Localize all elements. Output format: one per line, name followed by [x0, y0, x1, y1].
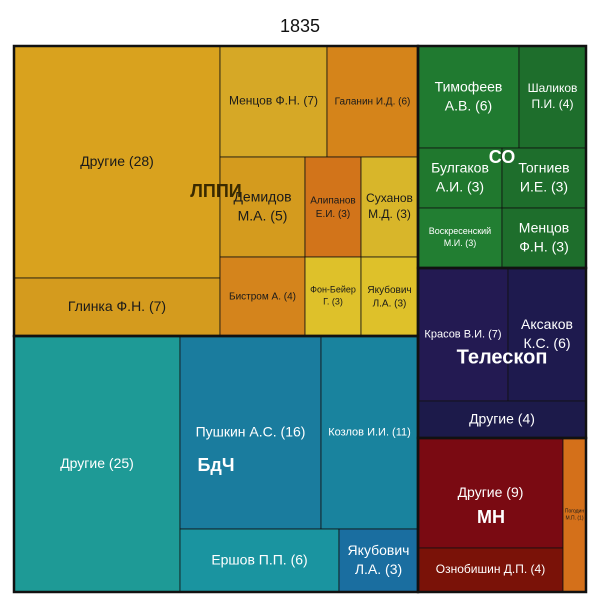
- group-label-мн: МН: [477, 507, 505, 527]
- treemap-label-телескоп-аксаков-к-с: Аксаков К.С. (6): [521, 316, 573, 351]
- treemap-cell-мн-другие: [417, 437, 564, 549]
- treemap-label-лппи-бистром-а: Бистром А. (4): [229, 291, 296, 302]
- treemap-cell-со-булгаков-а-и: [417, 147, 503, 209]
- treemap-label-со-воскресенский-м-и: Воскресенский М.И. (3): [429, 226, 491, 248]
- treemap-label-лппи-другие: Другие (28): [80, 153, 154, 169]
- treemap-label-лппи-якубович-л-а: Якубович Л.А. (3): [367, 283, 411, 309]
- treemap-cell-лппи-алипанов-е-и: [304, 156, 362, 258]
- treemap-label-мн-другие: Другие (9): [458, 484, 524, 500]
- treemap-cell-лппи-демидов-м-а: [219, 156, 306, 258]
- group-label-бдч: БдЧ: [197, 455, 234, 475]
- treemap-cell-лппи-якубович-л-а: [360, 256, 419, 337]
- treemap-label-со-тимофеев-а-в: Тимофеев А.В. (6): [435, 78, 503, 113]
- treemap-label-телескоп-другие: Другие (4): [469, 410, 535, 426]
- treemap-label-лппи-алипанов-е-и: Алипанов Е.И. (3): [310, 195, 355, 220]
- treemap-label-лппи-демидов-м-а: Демидов М.А. (5): [233, 188, 291, 223]
- treemap-cell-бдч-другие: [13, 335, 181, 593]
- treemap-label-бдч-ершов-п-п: Ершов П.П. (6): [211, 551, 307, 567]
- treemap-label-бдч-якубович-л-а: Якубович Л.А. (3): [348, 542, 410, 577]
- treemap-label-со-тогниев-и-е: Тогниев И.Е. (3): [518, 159, 569, 194]
- group-label-лппи: ЛППИ: [190, 181, 241, 201]
- treemap-label-бдч-козлов-и-и: Козлов И.И. (11): [328, 426, 411, 438]
- chart-title: 1835: [279, 16, 321, 36]
- treemap-cell-со-менцов-ф-н: [501, 207, 587, 269]
- treemap-cell-лппи-галанин-и-д: [326, 45, 419, 158]
- treemap-label-лппи-глинка-ф-н: Глинка Ф.Н. (7): [68, 298, 166, 314]
- treemap-label-бдч-другие: Другие (25): [60, 455, 134, 471]
- treemap-label-лппи-суханов-м-д: Суханов М.Д. (3): [366, 191, 413, 221]
- treemap-cell-лппи-суханов-м-д: [360, 156, 419, 258]
- treemap-label-лппи-фон-бейер-г: Фон-Бейер Г. (3): [310, 285, 356, 307]
- treemap-cell-лппи-фон-бейер-г: [304, 256, 362, 337]
- treemap-group-мн: [416, 436, 588, 594]
- treemap-cell-со-шаликов-п-и: [518, 45, 587, 149]
- treemap-label-со-менцов-ф-н: Менцов Ф.Н. (3): [519, 219, 569, 254]
- treemap-label-со-шаликов-п-и: Шаликов П.И. (4): [528, 81, 578, 111]
- group-label-телескоп: Телескоп: [457, 346, 548, 368]
- treemap-label-лппи-менцов-ф-н: Менцов Ф.Н. (7): [229, 94, 318, 108]
- treemap-label-лппи-галанин-и-д: Галанин И.Д. (6): [335, 96, 411, 107]
- treemap-label-телескоп-красов-в-и: Красов В.И. (7): [424, 328, 501, 340]
- treemap-label-мн-погодин: Погодин М.П. (1): [565, 509, 584, 522]
- group-label-со: СО: [489, 147, 516, 167]
- treemap-cell-телескоп-красов-в-и: [417, 267, 509, 402]
- treemap-cell-телескоп-аксаков-к-с: [507, 267, 587, 402]
- treemap-cell-со-воскресенский-м-и: [417, 207, 503, 269]
- treemap-cell-со-тогниев-и-е: [501, 147, 587, 209]
- treemap-label-со-булгаков-а-и: Булгаков А.И. (3): [431, 159, 489, 194]
- treemap-cell-лппи-бистром-а: [219, 256, 306, 337]
- treemap-label-мн-ознобишин-д-п: Ознобишин Д.П. (4): [436, 562, 545, 576]
- treemap-label-бдч-пушкин-а-с: Пушкин А.С. (16): [196, 423, 306, 439]
- treemap-cell-бдч-пушкин-а-с: [179, 335, 322, 530]
- treemap-cell-бдч-козлов-и-и: [320, 335, 419, 530]
- treemap-cell-телескоп-другие: [417, 400, 587, 439]
